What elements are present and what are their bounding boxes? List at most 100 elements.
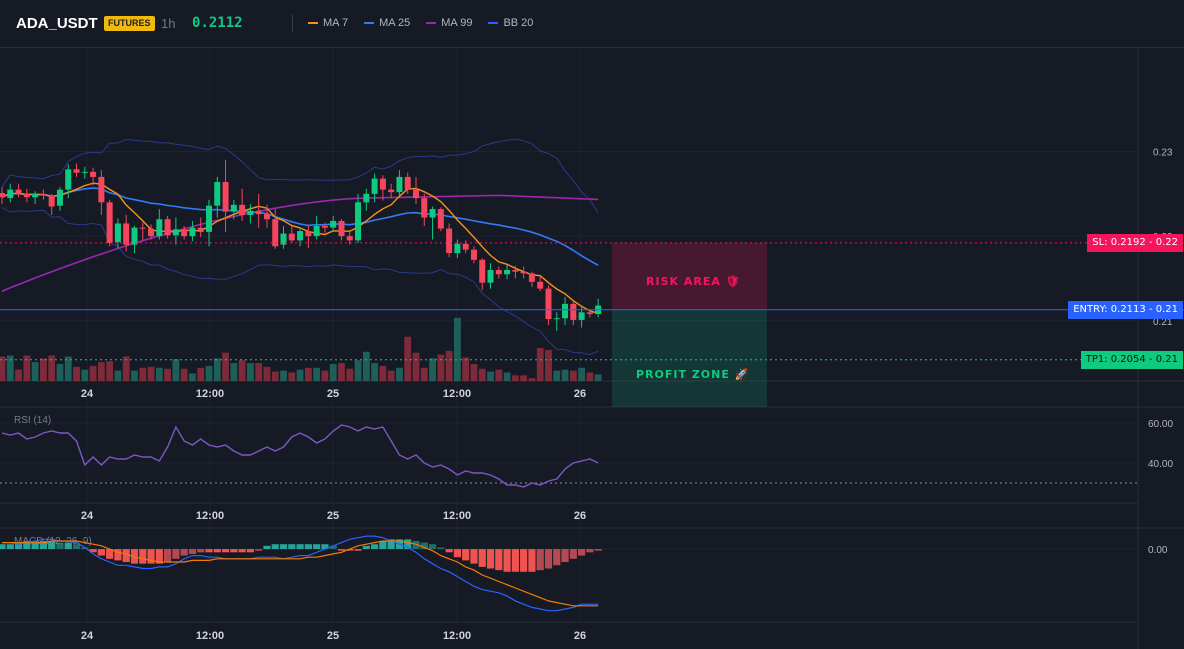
- indicator-legend: MA 7 MA 25 MA 99 BB 20: [308, 17, 533, 29]
- ma99-line: [1, 194, 599, 292]
- legend-ma99[interactable]: MA 99: [426, 17, 472, 29]
- macd-hist-bar: [81, 547, 89, 550]
- macd-hist-bar: [147, 549, 155, 564]
- candle-body: [313, 226, 320, 237]
- candle-body: [197, 227, 204, 232]
- macd-hist-bar: [238, 549, 246, 553]
- volume-bar: [263, 366, 271, 381]
- legend-ma7-label: MA 7: [323, 17, 349, 29]
- volume-bar: [15, 369, 22, 381]
- volume-bar: [520, 375, 528, 381]
- candle-body: [139, 227, 146, 229]
- candle-body: [98, 176, 105, 203]
- volume-bar: [321, 370, 329, 381]
- candle-body: [65, 169, 72, 190]
- candle-body: [537, 281, 544, 289]
- macd-hist-bar: [56, 542, 64, 550]
- volume-bar: [64, 356, 72, 381]
- candle-body: [346, 236, 353, 241]
- volume-bar: [495, 369, 503, 381]
- candle-body: [131, 227, 138, 245]
- candle-body: [114, 223, 121, 243]
- macd-hist-bar: [197, 549, 205, 553]
- macd-hist-bar: [0, 544, 6, 550]
- volume-bar: [106, 361, 114, 381]
- macd-hist-bar: [205, 549, 213, 553]
- legend-bb20-label: BB 20: [503, 17, 534, 29]
- volume-bar: [396, 367, 403, 381]
- volume-bar: [48, 355, 56, 381]
- macd-hist-bar: [354, 549, 362, 551]
- candle-body: [288, 233, 295, 241]
- legend-bb20[interactable]: BB 20: [488, 17, 533, 29]
- x-axis-label: 12:00: [196, 510, 224, 522]
- candle-body: [272, 219, 279, 247]
- volume-bar: [354, 360, 362, 381]
- x-axis-label: 12:00: [196, 388, 224, 400]
- x-axis-label: 24: [81, 388, 94, 400]
- legend-ma99-swatch: [426, 22, 437, 24]
- macd-signal-line: [2, 540, 599, 607]
- volume-bar: [222, 352, 229, 381]
- candle-body: [495, 270, 502, 275]
- header-divider: [292, 14, 293, 32]
- macd-hist-bar: [89, 549, 97, 553]
- candle-body: [247, 210, 254, 215]
- candle-body: [81, 171, 88, 173]
- macd-hist-bar: [172, 549, 180, 559]
- candle-body: [487, 270, 494, 283]
- candle-body: [396, 176, 403, 193]
- candle-body: [222, 182, 229, 212]
- volume-bar: [437, 354, 445, 381]
- macd-hist-bar: [313, 544, 321, 550]
- candle-body: [106, 202, 113, 243]
- legend-ma7-swatch: [308, 22, 318, 24]
- macd-hist-bar: [230, 549, 238, 553]
- timeframe-selector[interactable]: 1h: [161, 16, 176, 31]
- volume-bar: [31, 362, 39, 381]
- macd-hist-bar: [321, 544, 329, 550]
- legend-ma7[interactable]: MA 7: [308, 17, 348, 29]
- macd-hist-bar: [221, 549, 230, 553]
- volume-bar: [387, 370, 395, 381]
- candle-body: [570, 303, 577, 320]
- macd-hist-bar: [420, 542, 428, 550]
- risk-area-label: RISK AREA 🛡: [646, 274, 741, 288]
- volume-bar: [114, 370, 122, 381]
- macd-hist-bar: [478, 549, 486, 567]
- chart-header: ADA_USDT FUTURES 1h 0.2112 MA 7 MA 25 MA…: [0, 0, 1184, 48]
- candle-body: [421, 198, 428, 218]
- candle-body: [562, 303, 569, 319]
- volume-bar: [412, 352, 420, 381]
- volume-bar: [139, 367, 147, 381]
- candle-body: [123, 223, 130, 245]
- candle-body: [297, 231, 304, 241]
- macd-hist-bar: [495, 549, 503, 571]
- candle-body: [470, 249, 477, 260]
- candle-body: [15, 189, 22, 194]
- volume-bar: [23, 355, 31, 381]
- candle-body: [230, 204, 237, 212]
- macd-hist-bar: [188, 549, 197, 554]
- bb-lower-line: [1, 206, 599, 356]
- candle-body: [172, 229, 179, 236]
- symbol-title[interactable]: ADA_USDT: [16, 15, 98, 32]
- macd-hist-bar: [255, 549, 263, 551]
- macd-line: [2, 535, 599, 612]
- candle-body: [429, 209, 436, 218]
- volume-bar: [131, 370, 138, 381]
- macd-hist-bar: [569, 549, 577, 559]
- macd-hist-bar: [445, 549, 453, 553]
- x-axis-label: 26: [574, 510, 586, 522]
- candle-body: [321, 226, 328, 228]
- macd-hist-bar: [39, 540, 47, 550]
- legend-ma25[interactable]: MA 25: [364, 17, 410, 29]
- volume-bar: [329, 364, 337, 381]
- macd-hist-bar: [48, 540, 56, 550]
- x-axis-label: 26: [574, 630, 586, 642]
- candle-body: [437, 209, 444, 229]
- volume-bar: [172, 359, 180, 381]
- x-axis-label: 25: [327, 510, 339, 522]
- volume-bar: [594, 374, 602, 381]
